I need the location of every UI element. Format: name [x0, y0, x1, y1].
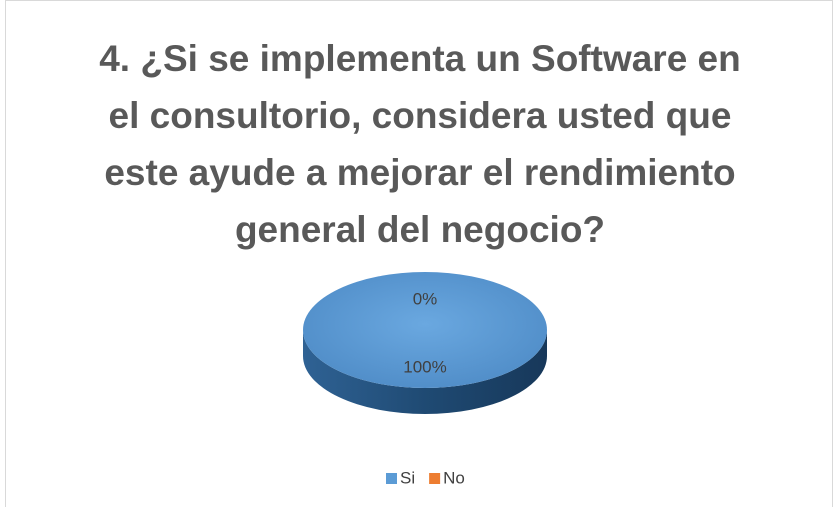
legend-label: No: [443, 468, 465, 487]
data-label: 100%: [403, 357, 446, 376]
chart-border: [5, 0, 833, 507]
pie-side: [303, 330, 547, 414]
pie-slice: [303, 272, 547, 388]
legend-swatch: [429, 473, 441, 484]
data-label: 0%: [413, 289, 438, 308]
legend-swatch: [386, 473, 397, 484]
chart-title: 4. ¿Si se implementa un Software en el c…: [99, 38, 741, 250]
legend-label: Si: [400, 468, 415, 487]
